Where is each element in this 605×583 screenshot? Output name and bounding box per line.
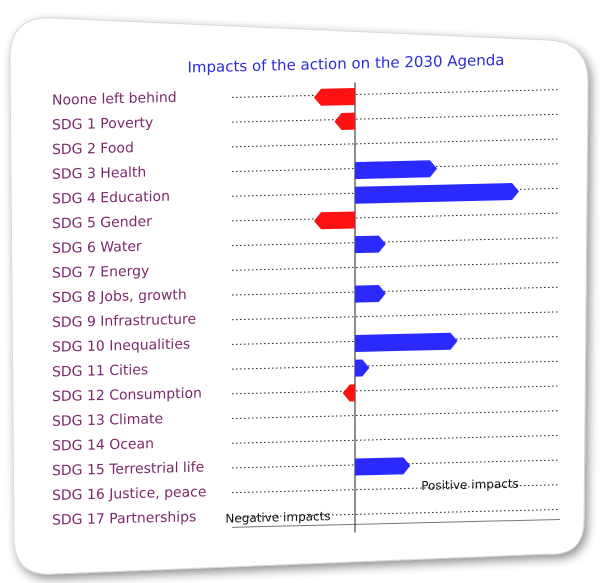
negative-impacts-label: Negative impacts xyxy=(225,509,330,526)
bar xyxy=(314,87,355,106)
gridline xyxy=(232,113,560,123)
gridline xyxy=(232,410,560,420)
gridline xyxy=(232,212,560,222)
category-label: SDG 16 Justice, peace xyxy=(52,484,206,504)
category-label: SDG 6 Water xyxy=(52,239,142,257)
gridline xyxy=(232,311,560,321)
category-label: SDG 11 Cities xyxy=(52,362,148,380)
category-label: Noone left behind xyxy=(52,90,177,109)
bar xyxy=(355,457,411,476)
gridline xyxy=(232,286,560,296)
category-label: SDG 12 Consumption xyxy=(52,386,202,406)
category-label: SDG 4 Education xyxy=(52,189,170,208)
bar xyxy=(355,285,386,303)
card-background xyxy=(9,17,589,575)
bar xyxy=(314,211,355,230)
gridline xyxy=(232,138,560,148)
bar xyxy=(334,112,355,131)
gridline xyxy=(232,237,560,247)
bar xyxy=(355,160,437,180)
bar xyxy=(355,183,519,204)
positive-impacts-label: Positive impacts xyxy=(421,477,519,493)
category-label: SDG 9 Infrastructure xyxy=(52,312,196,331)
gridline xyxy=(232,434,560,444)
gridline xyxy=(232,360,560,370)
bar xyxy=(355,332,458,352)
category-label: SDG 10 Inequalities xyxy=(52,336,190,355)
category-label: SDG 13 Climate xyxy=(52,411,163,430)
baseline xyxy=(232,518,560,528)
gridline xyxy=(232,261,560,271)
category-label: SDG 15 Terrestrial life xyxy=(52,460,204,480)
category-label: SDG 17 Partnerships xyxy=(52,509,196,528)
bar xyxy=(355,359,370,377)
bar xyxy=(342,384,355,402)
category-label: SDG 1 Poverty xyxy=(52,115,153,133)
category-label: SDG 7 Energy xyxy=(52,263,149,281)
gridline xyxy=(232,508,560,518)
category-labels: Noone left behind SDG 1 Poverty SDG 2 Food… xyxy=(52,90,206,529)
gridline xyxy=(232,385,560,395)
category-label: SDG 5 Gender xyxy=(52,214,152,232)
category-label: SDG 2 Food xyxy=(52,140,134,158)
category-label: SDG 14 Ocean xyxy=(52,436,154,454)
bars xyxy=(314,87,519,476)
gridline xyxy=(232,484,560,494)
category-label: SDG 8 Jobs, growth xyxy=(52,287,187,306)
bar xyxy=(355,235,386,254)
gridline xyxy=(232,89,560,98)
category-label: SDG 3 Health xyxy=(52,165,146,183)
